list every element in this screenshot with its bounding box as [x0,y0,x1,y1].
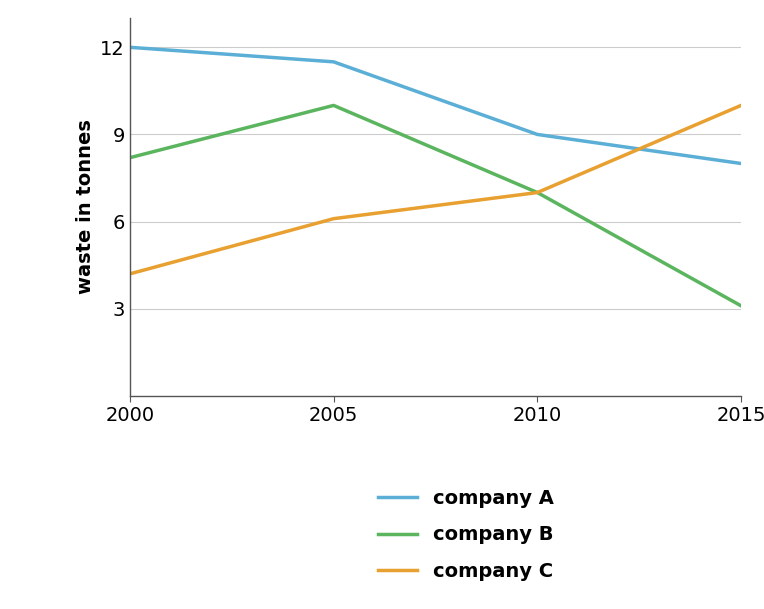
Line: company A: company A [130,48,741,163]
company A [533,131,542,138]
company B [533,189,542,196]
company C [125,270,134,278]
company B [125,154,134,161]
Y-axis label: waste in tonnes: waste in tonnes [76,119,95,295]
company B [736,302,746,309]
Legend: company A, company B, company C: company A, company B, company C [371,481,562,589]
company C [533,189,542,196]
company C [736,102,746,109]
company B [329,102,338,109]
Line: company B: company B [130,105,741,306]
Line: company C: company C [130,105,741,274]
company A [329,58,338,66]
company A [125,44,134,51]
company C [329,215,338,222]
company A [736,160,746,167]
